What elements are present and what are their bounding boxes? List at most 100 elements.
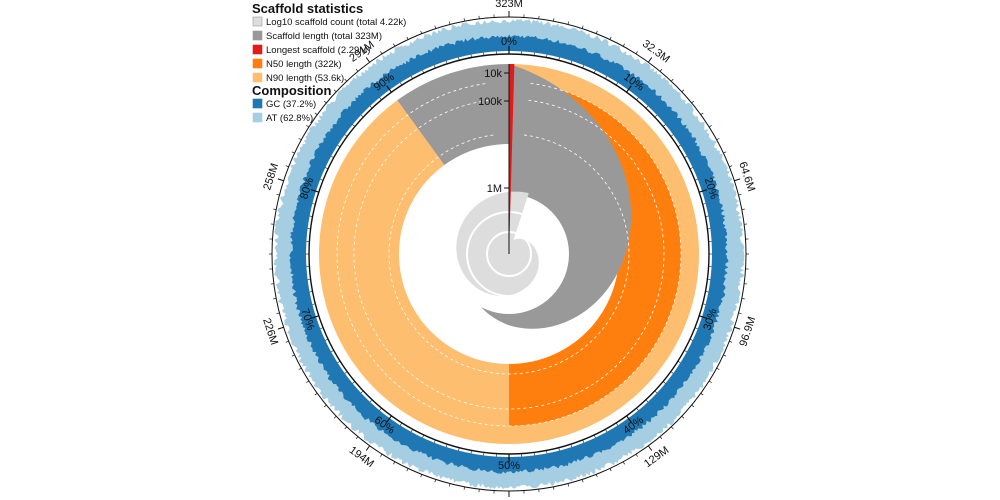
outer-tick	[393, 461, 396, 465]
inner-tick	[689, 338, 693, 341]
outer-tick	[716, 367, 720, 370]
outer-tick	[700, 393, 704, 396]
legend-composition-title: Composition	[252, 83, 331, 98]
outer-tick	[734, 178, 741, 182]
guide-circle-2	[353, 99, 665, 410]
inner-tick	[369, 105, 373, 109]
outer-tick	[609, 36, 612, 40]
inner-tick	[352, 124, 356, 127]
inner-tick	[636, 407, 639, 411]
outer-tick	[567, 483, 570, 487]
outer-tick	[681, 89, 685, 93]
inner-tick	[677, 360, 681, 364]
inner-tick	[694, 327, 698, 330]
outer-tick	[344, 426, 348, 430]
outer-tick-label: 129M	[642, 444, 671, 470]
inner-tick	[605, 75, 608, 79]
outer-tick	[708, 125, 712, 128]
outer-tick	[553, 486, 555, 490]
outer-tick-label: 194M	[347, 444, 376, 470]
legend-swatch	[252, 98, 263, 109]
inner-tick	[309, 215, 313, 217]
outer-tick	[306, 125, 310, 128]
outer-tick	[738, 312, 742, 315]
guide-circle-3	[336, 82, 682, 427]
outer-tick	[448, 21, 451, 25]
inner-tick	[605, 429, 608, 433]
inner-tick	[320, 327, 324, 330]
inner-tick	[654, 114, 658, 118]
legend-item-label: N90 length (53.6k)	[266, 73, 344, 84]
inner-tick	[558, 447, 560, 451]
inner-tick	[386, 85, 392, 93]
outer-tick	[691, 100, 695, 104]
inner-tick	[670, 371, 674, 374]
inner-tick	[705, 215, 709, 217]
inner-tick	[546, 54, 548, 58]
outer-tick	[609, 468, 612, 472]
inner-tick	[458, 57, 460, 61]
outer-tick-label: 323M	[495, 0, 523, 10]
inner-tick	[593, 434, 596, 438]
outer-tick	[406, 468, 409, 472]
percent-tick-label: 50%	[498, 460, 520, 472]
inner-tick	[645, 105, 649, 109]
outer-tick	[463, 18, 465, 22]
outer-tick-label: 226M	[260, 317, 280, 347]
legend-item-label: GC (37.2%)	[266, 99, 316, 110]
inner-tick	[582, 65, 585, 69]
inner-tick	[433, 439, 436, 443]
legend-item-label: Scaffold length (total 323M)	[266, 31, 382, 42]
inner-tick	[593, 70, 596, 74]
inner-tick	[330, 155, 334, 158]
inner-tick	[699, 189, 708, 193]
outer-tick	[285, 340, 289, 343]
outer-tick	[553, 18, 555, 22]
inner-tick	[684, 155, 688, 158]
inner-tick	[626, 415, 632, 423]
legend-swatch	[252, 112, 263, 123]
longest-scaffold	[509, 64, 515, 254]
outer-tick	[700, 112, 704, 115]
inner-tick	[689, 167, 693, 170]
inner-tick	[422, 70, 425, 74]
outer-tick	[277, 178, 284, 182]
outer-tick	[276, 312, 280, 315]
outer-tick	[595, 474, 598, 478]
legend-item-label: N50 length (322k)	[266, 59, 342, 70]
radial-tick-label: 10k	[484, 68, 502, 80]
outer-tick	[323, 404, 327, 408]
outer-tick	[723, 354, 727, 357]
outer-tick	[581, 25, 584, 29]
inner-tick	[360, 390, 364, 394]
legend-scaffold-title: Scaffold statistics	[252, 1, 363, 16]
legend-item-label: Longest scaffold (2.29M)	[266, 45, 370, 56]
inner-tick	[352, 381, 356, 384]
outer-tick	[298, 367, 302, 370]
outer-tick	[567, 21, 570, 25]
outer-tick-label: 258M	[261, 162, 281, 192]
inner-tick	[337, 360, 341, 364]
inner-tick	[645, 399, 649, 403]
outer-tick	[448, 483, 451, 487]
outer-tick	[298, 138, 302, 141]
guide-circle-1	[388, 134, 630, 375]
radial-tick-label: 100k	[478, 96, 502, 108]
inner-tick	[705, 291, 709, 293]
inner-tick	[699, 315, 708, 319]
inner-tick	[369, 399, 373, 403]
inner-tick	[337, 144, 341, 148]
outer-tick-label: 96.9M	[737, 315, 758, 348]
inner-tick	[410, 429, 413, 433]
outer-tick	[734, 326, 741, 330]
legend-swatch	[252, 72, 263, 83]
inner-tick	[654, 390, 658, 394]
outer-tick	[434, 25, 437, 29]
inner-tick	[570, 60, 573, 64]
outer-tick	[670, 78, 674, 82]
inner-tick	[310, 315, 319, 319]
outer-tick	[277, 326, 284, 330]
outer-tick	[291, 354, 295, 357]
legend-item-label: Log10 scaffold count (total 4.22k)	[266, 17, 406, 28]
